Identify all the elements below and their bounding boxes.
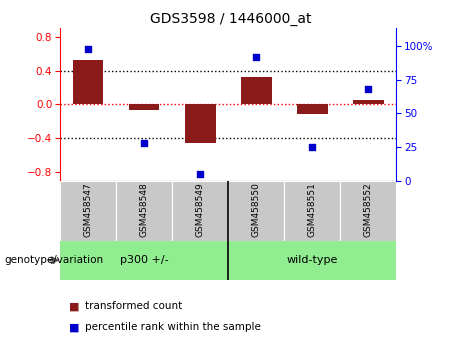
Text: p300 +/-: p300 +/- xyxy=(120,255,168,265)
Bar xyxy=(284,181,340,241)
Point xyxy=(365,86,372,92)
Bar xyxy=(241,78,272,104)
Point xyxy=(140,140,148,145)
Text: GSM458551: GSM458551 xyxy=(308,182,317,237)
Text: ■: ■ xyxy=(69,322,80,332)
Bar xyxy=(297,104,328,114)
Bar xyxy=(60,181,116,241)
Text: wild-type: wild-type xyxy=(287,255,338,265)
Text: GSM458549: GSM458549 xyxy=(195,182,205,237)
Bar xyxy=(340,181,396,241)
Text: GSM458552: GSM458552 xyxy=(364,182,373,237)
Bar xyxy=(228,181,284,241)
Point xyxy=(196,171,204,177)
Bar xyxy=(129,104,160,109)
Text: GSM458550: GSM458550 xyxy=(252,182,261,237)
Text: genotype/variation: genotype/variation xyxy=(5,255,104,265)
Bar xyxy=(60,241,228,280)
Text: GSM458548: GSM458548 xyxy=(140,182,148,237)
Bar xyxy=(353,100,384,104)
Text: GSM458547: GSM458547 xyxy=(83,182,93,237)
Text: ■: ■ xyxy=(69,301,80,311)
Bar xyxy=(116,181,172,241)
Bar xyxy=(185,104,216,143)
Point xyxy=(309,144,316,150)
Text: percentile rank within the sample: percentile rank within the sample xyxy=(85,322,261,332)
Text: transformed count: transformed count xyxy=(85,301,183,311)
Bar xyxy=(72,61,103,104)
Point xyxy=(253,54,260,59)
Bar xyxy=(172,181,228,241)
Bar xyxy=(228,241,396,280)
Point xyxy=(84,46,92,51)
Text: GDS3598 / 1446000_at: GDS3598 / 1446000_at xyxy=(150,12,311,27)
